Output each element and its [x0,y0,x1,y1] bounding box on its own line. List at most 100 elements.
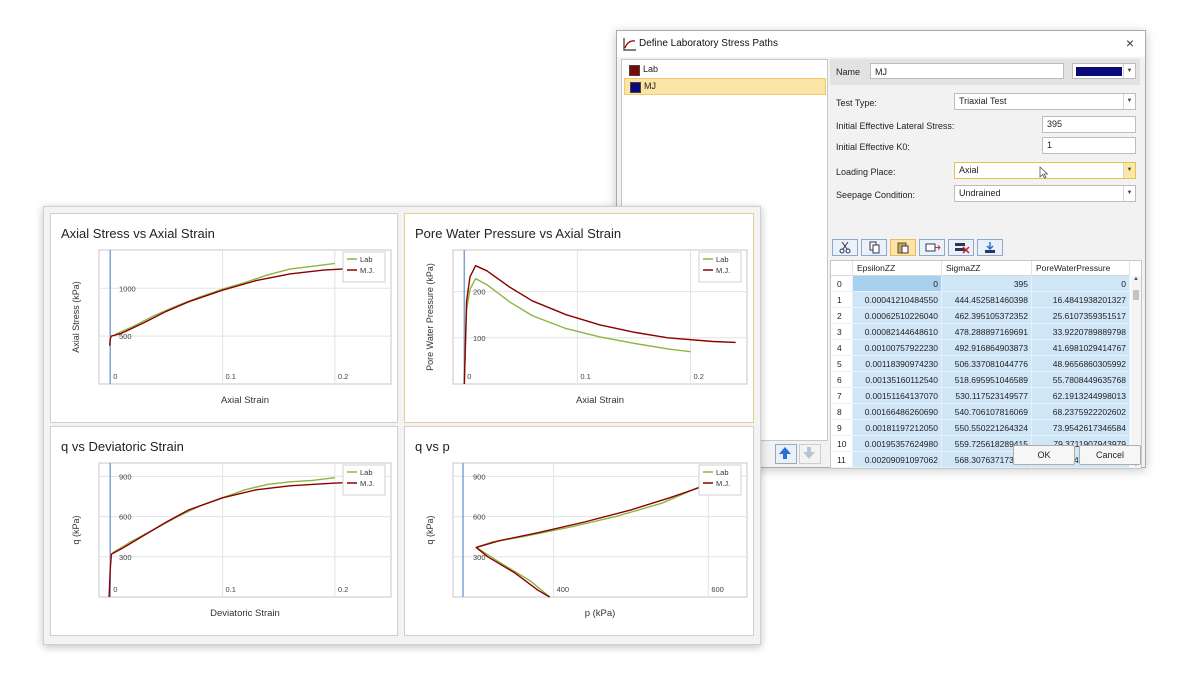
table-scrollbar[interactable]: ▲ ▼ [1131,276,1141,468]
table-cell[interactable]: 0.00151164137070 [853,388,942,404]
table-cell[interactable]: 25.6107359351517 [1032,308,1130,324]
legend-label: M.J. [360,479,374,488]
chevron-down-icon[interactable]: ▼ [1133,462,1139,468]
table-cell[interactable]: 395 [942,276,1032,292]
table-cell[interactable]: 462.395105372352 [942,308,1032,324]
scrollbar-thumb[interactable] [1133,290,1139,300]
name-input[interactable]: MJ [870,63,1064,79]
cancel-button[interactable]: Cancel [1079,445,1141,465]
table-cell[interactable]: 559.725618289415 [942,436,1032,452]
table-cell[interactable]: 0 [853,276,942,292]
table-cell[interactable]: 0.00209091097062 [853,452,942,468]
table-cell[interactable]: 506.337081044776 [942,356,1032,372]
x-axis-label: Deviatoric Strain [210,608,280,619]
chevron-down-icon: ▼ [1123,186,1135,201]
x-tick-label: 0.1 [226,585,236,594]
test-type-value: Triaxial Test [959,96,1007,106]
table-cell[interactable]: 68.2375922202602 [1032,404,1130,420]
x-tick-label: 0.1 [580,372,590,381]
paste-button[interactable] [890,239,916,256]
y-tick-label: 600 [119,513,132,522]
insert-row-button[interactable] [919,239,945,256]
y-tick-label: 1000 [119,284,136,293]
x-tick-label: 0.2 [693,372,703,381]
table-cell[interactable]: 444.452581460398 [942,292,1032,308]
table-cell[interactable]: 0.00166486260690 [853,404,942,420]
paste-icon [897,242,909,254]
copy-button[interactable] [861,239,887,256]
table-cell[interactable]: 518.695951046589 [942,372,1032,388]
y-tick-label: 100 [473,334,486,343]
chart-pore-pressure[interactable]: Pore Water Pressure vs Axial Strain 0 0.1… [404,213,754,423]
chevron-up-icon[interactable]: ▲ [1133,276,1139,282]
table-cell[interactable]: 550.550221264324 [942,420,1032,436]
move-down-button[interactable] [799,444,821,464]
path-item-lab[interactable]: Lab [624,62,824,77]
y-tick-label: 900 [473,472,486,481]
path-item-mj[interactable]: MJ [624,78,826,95]
delete-row-button[interactable] [948,239,974,256]
column-header[interactable]: EpsilonZZ [853,261,942,276]
column-header[interactable]: SigmaZZ [942,261,1032,276]
chart-q-vs-p[interactable]: q vs p 400 600 300 600 900 Lab M.J. p (kPa) q (k… [404,426,754,636]
move-up-button[interactable] [775,444,797,464]
path-item-label: MJ [644,81,656,91]
x-tick-label: 600 [711,585,724,594]
x-tick-label: 0.2 [338,585,348,594]
row-index: 1 [831,292,853,308]
table-cell[interactable]: 492.916864903873 [942,340,1032,356]
chevron-down-icon: ▼ [1123,163,1135,178]
import-button[interactable] [977,239,1003,256]
dialog-title: Define Laboratory Stress Paths [639,38,778,49]
table-cell[interactable]: 16.4841938201327 [1032,292,1130,308]
table-cell[interactable]: 0.00100757922230 [853,340,942,356]
x-tick-label: 0.1 [226,372,236,381]
loading-place-select[interactable]: Axial ▼ [954,162,1136,179]
table-cell[interactable]: 540.706107816069 [942,404,1032,420]
stress-paths-dialog: Define Laboratory Stress Paths × Lab MJ … [616,30,1146,469]
row-index: 10 [831,436,853,452]
lateral-stress-label: Initial Effective Lateral Stress: [836,121,955,131]
chart-q-deviatoric[interactable]: q vs Deviatoric Strain 0 0.1 0.2 300 600 900 L… [50,426,398,636]
table-cell[interactable]: 73.9542617346584 [1032,420,1130,436]
table-cell[interactable]: 0.00195357624980 [853,436,942,452]
dialog-titlebar: Define Laboratory Stress Paths × [617,31,1145,57]
chart-axial-stress[interactable]: Axial Stress vs Axial Strain 0 0.1 0.2 500 1… [50,213,398,423]
lateral-stress-input[interactable]: 395 [1042,116,1136,133]
table-cell[interactable]: 0.00041210484550 [853,292,942,308]
chart-title: Axial Stress vs Axial Strain [61,226,215,241]
table-cell[interactable]: 55.7808449635768 [1032,372,1130,388]
seepage-label: Seepage Condition: [836,190,916,200]
row-index: 6 [831,372,853,388]
row-index: 11 [831,452,853,468]
table-cell[interactable]: 530.117523149577 [942,388,1032,404]
chart-canvas: 0 0.1 0.2 100 200 Lab M.J. Axial Strain Pore Wat… [425,249,748,406]
series-line-1 [109,267,380,346]
table-cell[interactable]: 33.9220789889798 [1032,324,1130,340]
legend-label: M.J. [716,266,730,275]
column-header[interactable]: PoreWaterPressure [1032,261,1130,276]
color-picker[interactable]: ▼ [1072,63,1136,79]
table-cell[interactable]: 478.288897169691 [942,324,1032,340]
table-cell[interactable]: 62.1913244998013 [1032,388,1130,404]
k0-input[interactable]: 1 [1042,137,1136,154]
close-icon[interactable]: × [1125,35,1135,51]
ok-button[interactable]: OK [1013,445,1075,465]
stress-path-table[interactable]: EpsilonZZ SigmaZZ PoreWaterPressure 0 0 39… [830,260,1142,469]
seepage-select[interactable]: Undrained ▼ [954,185,1136,202]
table-cell[interactable]: 0.00082144648610 [853,324,942,340]
table-cell[interactable]: 0.00062510226040 [853,308,942,324]
table-cell[interactable]: 0 [1032,276,1130,292]
table-cell[interactable]: 41.6981029414767 [1032,340,1130,356]
test-type-label: Test Type: [836,98,877,108]
table-cell[interactable]: 48.9656860305992 [1032,356,1130,372]
legend-box [342,464,386,496]
series-line-1 [108,481,380,598]
cut-button[interactable] [832,239,858,256]
test-type-select[interactable]: Triaxial Test ▼ [954,93,1136,110]
plot-area [452,249,748,385]
table-cell[interactable]: 0.00135160112540 [853,372,942,388]
insert-row-icon [925,243,941,252]
table-cell[interactable]: 0.00181197212050 [853,420,942,436]
table-cell[interactable]: 0.00118390974230 [853,356,942,372]
